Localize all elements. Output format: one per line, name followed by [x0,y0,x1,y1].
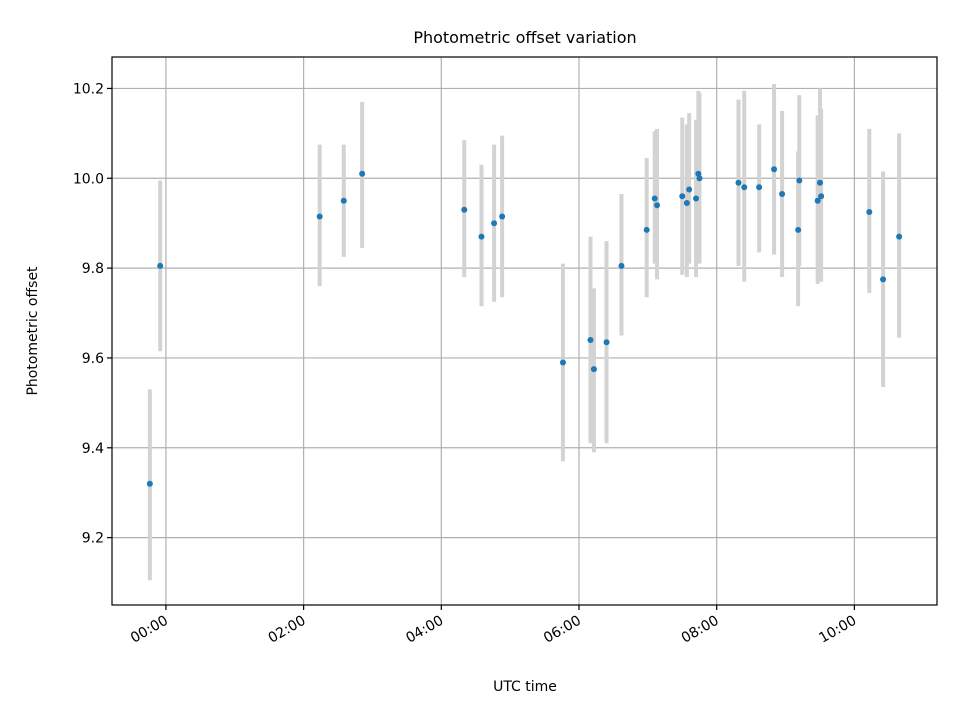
data-point [683,199,690,206]
data-point [741,184,748,191]
data-point [651,195,658,202]
y-tick-label: 9.4 [82,441,104,457]
data-point [587,336,594,343]
data-point [795,226,802,233]
data-point [816,179,823,186]
y-tick-label: 10.0 [73,171,104,187]
data-point [590,366,597,373]
data-point [896,233,903,240]
data-point [695,170,702,177]
data-point [461,206,468,213]
data-point [796,177,803,184]
data-point [693,195,700,202]
data-point [499,213,506,220]
data-point [779,191,786,197]
data-point [491,220,498,227]
data-point [686,186,693,193]
y-axis-label: Photometric offset [25,266,41,396]
y-tick-label: 10.2 [73,81,104,97]
data-point [654,202,661,209]
x-axis-label: UTC time [493,679,557,695]
data-point [618,262,625,269]
y-tick-label: 9.2 [82,531,104,547]
data-point [157,262,164,269]
data-point [679,193,686,200]
y-axis-ticks: 9.2 9.4 9.6 9.8 10.0 10.2 [73,81,112,547]
y-tick-label: 9.6 [82,351,104,367]
plot-area-frame [111,56,938,606]
data-point [866,208,873,215]
data-points [146,166,903,487]
data-point [735,179,742,186]
data-point [478,233,485,240]
data-point [146,480,153,487]
data-point [340,197,347,204]
data-point [818,193,825,200]
data-point [603,339,610,346]
data-point [316,213,323,220]
data-point [696,175,703,182]
data-point [880,276,887,283]
chart-title: Photometric offset variation [413,28,636,47]
data-point [643,226,650,233]
data-point [771,166,778,173]
data-point [756,184,763,191]
data-point [359,170,366,177]
data-point [559,359,566,366]
y-tick-label: 9.8 [82,261,104,277]
data-point [814,197,821,204]
